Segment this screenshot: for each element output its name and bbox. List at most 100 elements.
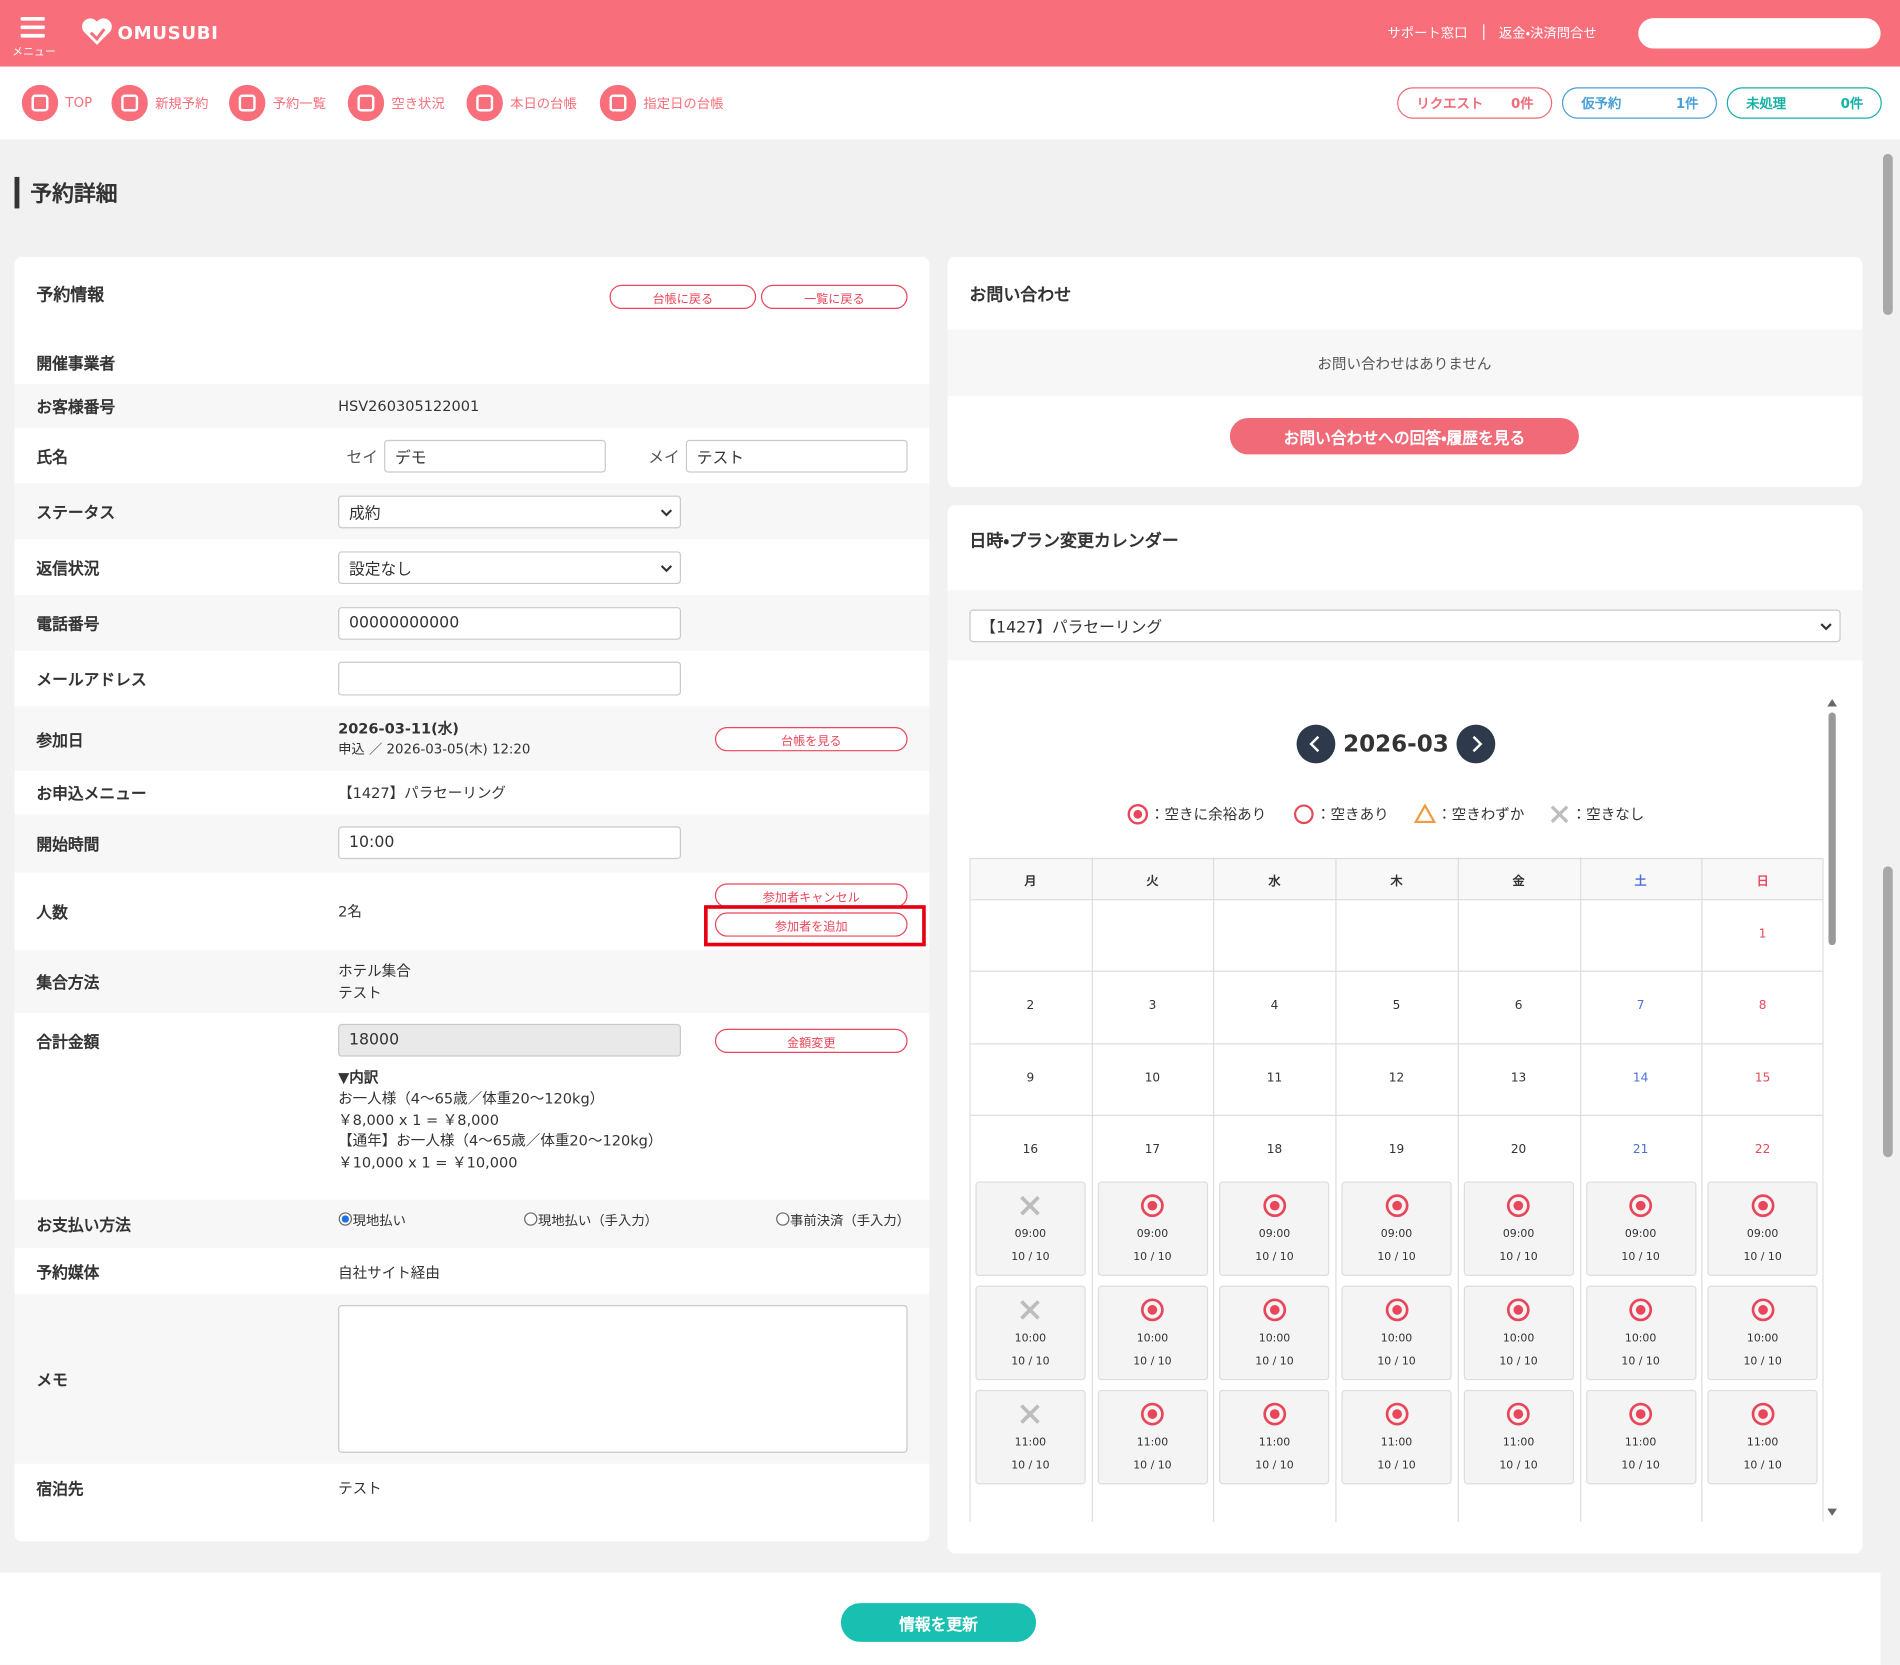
- nav-item[interactable]: 空き状況: [391, 95, 445, 112]
- slot-card[interactable]: [1219, 1181, 1330, 1276]
- search-box[interactable]: [1638, 18, 1881, 49]
- update-button[interactable]: 情報を更新: [840, 1603, 1037, 1642]
- input[interactable]: 10:00: [338, 826, 681, 860]
- month-prev[interactable]: [1296, 724, 1336, 764]
- slot-card[interactable]: [975, 1181, 1086, 1276]
- day-number: 5: [1392, 999, 1401, 1013]
- slot-card[interactable]: [1341, 1389, 1452, 1485]
- badge[interactable]: [1726, 87, 1882, 119]
- back-button[interactable]: 一覧に戻る: [760, 284, 908, 309]
- select[interactable]: 設定なし: [338, 551, 681, 585]
- input[interactable]: [338, 661, 681, 696]
- slot-card[interactable]: [1585, 1285, 1696, 1381]
- menu-icon-line[interactable]: [20, 33, 45, 37]
- slot-icon-part: [1507, 1194, 1530, 1218]
- slot-card[interactable]: [1097, 1285, 1208, 1381]
- slot-icon-part: [1757, 1305, 1768, 1315]
- badge[interactable]: [1397, 87, 1553, 119]
- slot-icon-part: [1635, 1305, 1646, 1315]
- inquiry-button[interactable]: お問い合わせへの回答・履歴を見る: [1229, 418, 1579, 455]
- slot-time: 10:00: [1624, 1332, 1657, 1346]
- header-link[interactable]: サポート窓口: [1387, 25, 1468, 42]
- input[interactable]: 00000000000: [338, 607, 681, 640]
- slot-card[interactable]: [1707, 1285, 1818, 1381]
- slot-card[interactable]: [1341, 1181, 1452, 1276]
- nav-icon: [21, 84, 59, 122]
- slot-card[interactable]: [1585, 1181, 1696, 1276]
- nav-icon-part: [229, 84, 266, 122]
- radio[interactable]: [338, 1212, 353, 1227]
- slot-icon-part: [1757, 1200, 1768, 1211]
- button[interactable]: 参加者を追加: [714, 912, 908, 937]
- card-title: 日時・プラン変更カレンダー: [969, 531, 1179, 552]
- nav-item[interactable]: 指定日の台帳: [643, 95, 724, 112]
- menu-icon-line[interactable]: [20, 16, 45, 20]
- select-arrow: [660, 508, 673, 516]
- slot-card[interactable]: [1707, 1181, 1818, 1276]
- slot-icon-part: [1751, 1402, 1775, 1426]
- input-text: 18000: [348, 1031, 400, 1050]
- slot-card[interactable]: [1463, 1285, 1574, 1381]
- slot-icon-part: [1385, 1402, 1408, 1426]
- header-link[interactable]: 返金・決済問合せ: [1498, 25, 1597, 42]
- legend-icon-part: [1127, 804, 1149, 825]
- slot-icon-part: [1757, 1409, 1768, 1419]
- weekday: 土: [1634, 875, 1647, 889]
- slot-icon-part: [1507, 1402, 1530, 1426]
- button[interactable]: 参加者キャンセル: [714, 883, 908, 908]
- nav-item[interactable]: TOP: [65, 95, 93, 111]
- slot-card[interactable]: [975, 1389, 1086, 1485]
- badge-label: 未処理: [1746, 95, 1787, 112]
- select[interactable]: 成約: [338, 495, 681, 529]
- input-text: デモ: [395, 449, 427, 468]
- radio[interactable]: [523, 1212, 538, 1227]
- day-number: 9: [1026, 1071, 1035, 1086]
- radio[interactable]: [776, 1212, 791, 1227]
- slot-card[interactable]: [1219, 1285, 1330, 1381]
- slot-icon-part: [1147, 1409, 1158, 1419]
- row-label: 電話番号: [36, 616, 100, 635]
- menu-icon-line[interactable]: [20, 25, 45, 29]
- value: 自社サイト経由: [338, 1264, 440, 1282]
- input[interactable]: デモ: [384, 439, 606, 473]
- slot-stock: 10 / 10: [1499, 1460, 1538, 1473]
- month-next[interactable]: [1456, 724, 1496, 764]
- input-text: 00000000000: [348, 614, 460, 633]
- empty-message: お問い合わせはありません: [1317, 355, 1492, 373]
- button[interactable]: 台帳を見る: [714, 727, 908, 752]
- grid-line: [969, 1043, 1824, 1045]
- nav-icon-part: [21, 84, 59, 122]
- slot-card[interactable]: [1463, 1181, 1574, 1276]
- slot-card[interactable]: [1463, 1389, 1574, 1485]
- day-number: 1: [1758, 927, 1767, 941]
- back-button[interactable]: 台帳に戻る: [609, 284, 757, 309]
- slot-card[interactable]: [1097, 1389, 1208, 1485]
- slot-card[interactable]: [1097, 1181, 1208, 1276]
- slot-time: 09:00: [1502, 1228, 1535, 1241]
- day-number: 15: [1754, 1071, 1771, 1086]
- input[interactable]: 18000: [338, 1023, 681, 1057]
- row-label: 合計金額: [36, 1034, 100, 1053]
- highlight-box: [704, 905, 926, 947]
- input[interactable]: テスト: [685, 439, 908, 473]
- textarea[interactable]: [338, 1305, 908, 1453]
- radio-part: [776, 1212, 790, 1226]
- nav-item[interactable]: 予約一覧: [272, 95, 326, 112]
- slot-card[interactable]: [1707, 1389, 1818, 1485]
- badge[interactable]: [1561, 87, 1718, 119]
- select[interactable]: 【1427】パラセーリング: [969, 609, 1841, 643]
- day-number: 14: [1632, 1071, 1649, 1086]
- badge-count: 0件: [1840, 95, 1864, 112]
- slot-card[interactable]: [1341, 1285, 1452, 1381]
- weekday: 月: [1024, 875, 1037, 889]
- slot-card[interactable]: [1585, 1389, 1696, 1485]
- nav-item[interactable]: 新規予約: [155, 95, 209, 112]
- nav-item[interactable]: 本日の台帳: [510, 95, 577, 112]
- slot-card[interactable]: [1219, 1389, 1330, 1485]
- slot-card[interactable]: [975, 1285, 1086, 1381]
- button[interactable]: 金額変更: [714, 1028, 908, 1053]
- day-number: 22: [1754, 1143, 1771, 1157]
- slot-icon: [1385, 1298, 1408, 1322]
- slot-icon: [1751, 1194, 1775, 1218]
- nav-icon-part: [466, 84, 503, 122]
